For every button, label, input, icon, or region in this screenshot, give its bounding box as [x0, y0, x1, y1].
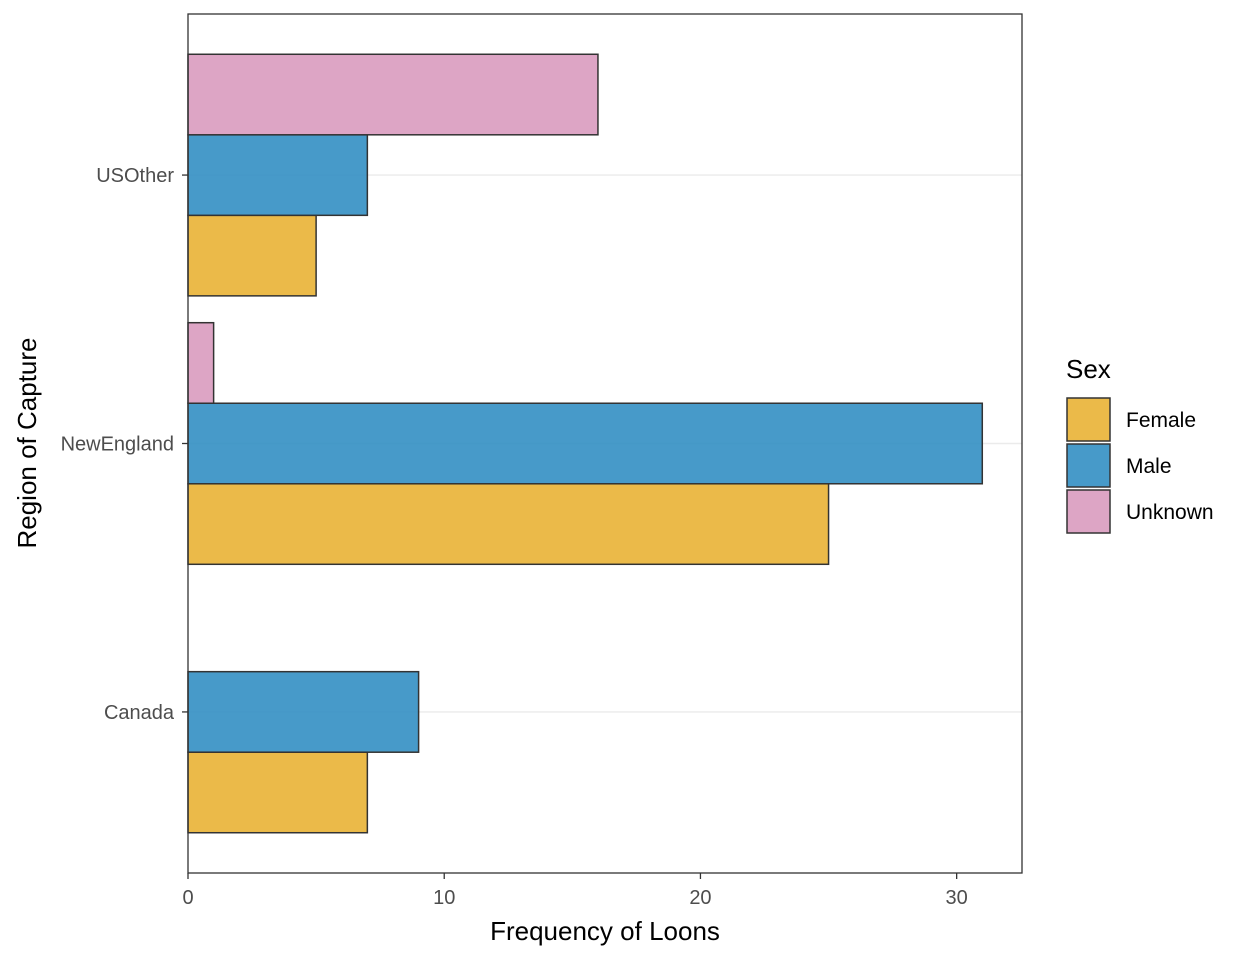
- bar-usother-unknown: [187, 53, 599, 136]
- x-axis-title: Frequency of Loons: [490, 916, 720, 946]
- y-tick-label-canada: Canada: [104, 702, 175, 724]
- x-tick-label-30: 30: [946, 887, 968, 909]
- legend-key-unknown: [1066, 489, 1111, 534]
- bar-newengland-unknown: [187, 321, 215, 404]
- bar-usother-female: [187, 214, 317, 297]
- y-tick-label-newengland: NewEngland: [61, 434, 174, 456]
- x-tick-label-20: 20: [689, 887, 711, 909]
- bar-newengland-male: [187, 402, 984, 485]
- legend-key-male: [1066, 443, 1111, 488]
- legend-label-female: Female: [1126, 409, 1196, 432]
- legend-title: Sex: [1066, 354, 1111, 384]
- y-tick-label-usother: USOther: [96, 165, 174, 187]
- x-tick-label-10: 10: [433, 887, 455, 909]
- x-tick-label-0: 0: [182, 887, 193, 909]
- bar-newengland-female: [187, 483, 830, 566]
- bar-usother-male: [187, 134, 369, 217]
- legend-label-male: Male: [1126, 455, 1172, 478]
- bar-canada-male: [187, 670, 420, 753]
- legend-key-female: [1066, 397, 1111, 442]
- legend: Sex Female Male Unknown: [1066, 354, 1214, 534]
- y-axis-title: Region of Capture: [12, 337, 42, 548]
- bars-layer: [187, 53, 984, 834]
- axis-layer: USOther NewEngland Canada 0 10 20 30: [61, 165, 968, 909]
- bar-canada-female: [187, 751, 369, 834]
- legend-label-unknown: Unknown: [1126, 501, 1214, 524]
